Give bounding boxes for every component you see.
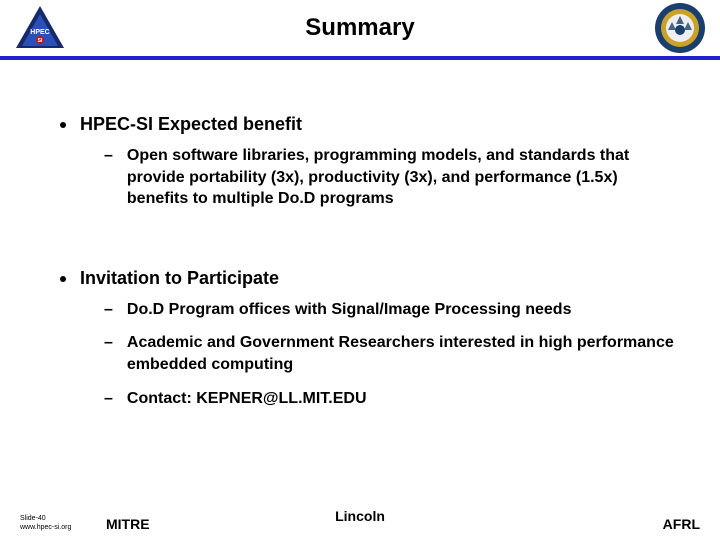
sub-item: – Contact: KEPNER@LL.MIT.EDU bbox=[104, 388, 680, 410]
sub-item: – Open software libraries, programming m… bbox=[104, 145, 680, 210]
hpec-si-logo: HPEC SI bbox=[12, 4, 68, 52]
slide-title: Summary bbox=[68, 14, 652, 42]
bullet-1: HPEC-SI Expected benefit bbox=[60, 114, 680, 135]
slide-number: Slide-40 bbox=[20, 515, 100, 523]
dash-icon: – bbox=[104, 299, 113, 321]
dod-seal-icon bbox=[652, 0, 708, 56]
dash-icon: – bbox=[104, 145, 113, 167]
sub-text: Do.D Program offices with Signal/Image P… bbox=[127, 299, 572, 321]
header-divider bbox=[0, 56, 720, 60]
sub-text: Academic and Government Researchers inte… bbox=[127, 332, 680, 375]
slide-header: HPEC SI Summary bbox=[0, 0, 720, 56]
bullet-2-subs: – Do.D Program offices with Signal/Image… bbox=[104, 299, 680, 409]
bullet-1-text: HPEC-SI Expected benefit bbox=[80, 114, 302, 135]
slide-content: HPEC-SI Expected benefit – Open software… bbox=[0, 84, 720, 409]
dash-icon: – bbox=[104, 388, 113, 410]
footer-meta: Slide-40 www.hpec-si.org bbox=[20, 515, 100, 532]
sub-item: – Do.D Program offices with Signal/Image… bbox=[104, 299, 680, 321]
footer-org-mitre: MITRE bbox=[106, 516, 150, 532]
dash-icon: – bbox=[104, 332, 113, 354]
svg-text:SI: SI bbox=[38, 38, 43, 44]
bullet-2-text: Invitation to Participate bbox=[80, 268, 279, 289]
sub-text: Contact: KEPNER@LL.MIT.EDU bbox=[127, 388, 367, 410]
bullet-dot-icon bbox=[60, 276, 66, 282]
bullet-1-subs: – Open software libraries, programming m… bbox=[104, 145, 680, 210]
footer-url: www.hpec-si.org bbox=[20, 524, 100, 532]
sub-text: Open software libraries, programming mod… bbox=[127, 145, 680, 210]
sub-item: – Academic and Government Researchers in… bbox=[104, 332, 680, 375]
slide-footer: Slide-40 www.hpec-si.org MITRE Lincoln A… bbox=[0, 515, 720, 532]
footer-org-lincoln: Lincoln bbox=[335, 508, 385, 524]
bullet-2: Invitation to Participate bbox=[60, 268, 680, 289]
svg-text:HPEC: HPEC bbox=[30, 29, 49, 36]
footer-org-afrl: AFRL bbox=[663, 516, 700, 532]
bullet-dot-icon bbox=[60, 122, 66, 128]
